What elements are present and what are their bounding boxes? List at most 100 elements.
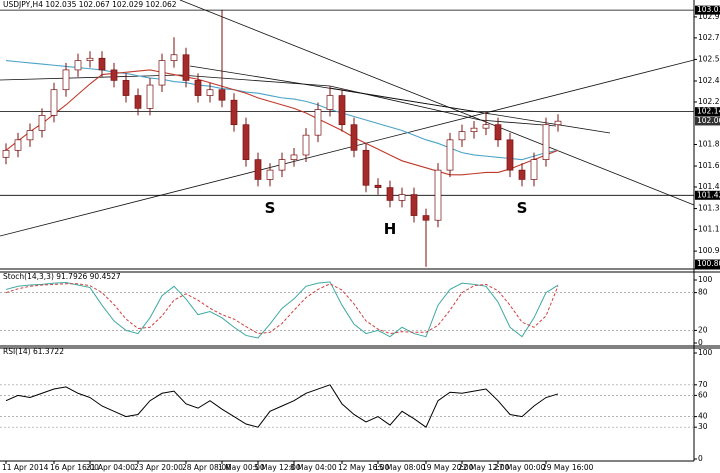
x-tick-label: 22 May 12:00 xyxy=(458,463,510,472)
candle-body xyxy=(122,80,130,96)
x-tick-label: 23 Apr 20:00 xyxy=(134,463,183,472)
candle-body xyxy=(98,57,106,71)
price-label-box xyxy=(695,116,720,126)
candle-body xyxy=(494,124,502,141)
y-tick-label: 0 xyxy=(698,454,703,463)
indicator-line xyxy=(5,283,559,335)
x-tick-label: 5 May 12:00 xyxy=(254,463,301,472)
candle-body xyxy=(554,120,562,126)
candle-body xyxy=(542,124,550,160)
moving-average xyxy=(5,69,559,176)
y-tick-label: 101.130 xyxy=(698,225,720,234)
y-tick-label: 101.675 xyxy=(698,161,720,170)
pattern-label: H xyxy=(384,220,397,238)
price-label: 103.013 xyxy=(697,5,720,14)
price-label: 100.801 xyxy=(697,259,720,268)
x-tick-label: 12 May 16:00 xyxy=(338,463,390,472)
price-label: 102.062 xyxy=(697,116,720,125)
candle-body xyxy=(230,99,238,126)
panel-title: RSI(14) 61.3722 xyxy=(3,347,64,356)
trendline xyxy=(0,59,695,237)
x-tick-label: 15 May 08:00 xyxy=(374,463,426,472)
candle-body xyxy=(518,169,526,180)
candle-body xyxy=(410,194,418,216)
candle-body xyxy=(386,187,394,201)
candle-body xyxy=(422,215,430,221)
price-label: 102.142 xyxy=(697,107,720,116)
x-tick-label: 19 May 20:00 xyxy=(422,463,474,472)
candle-body xyxy=(38,115,46,131)
panel-title: USDJPY,H4 102.035 102.067 102.029 102.06… xyxy=(3,0,177,9)
candle-body xyxy=(206,89,214,96)
candle-body xyxy=(254,159,262,180)
candle-body xyxy=(74,60,82,71)
y-tick-label: 101.495 xyxy=(698,182,720,191)
candle-body xyxy=(266,169,274,180)
candle-body xyxy=(398,194,406,201)
x-tick-label: 27 May 00:00 xyxy=(494,463,546,472)
trendline xyxy=(0,74,557,127)
x-tick-label: 28 Apr 08:00 xyxy=(182,463,231,472)
indicator-line xyxy=(5,384,559,428)
y-tick-label: 80 xyxy=(698,288,708,297)
x-tick-label: 11 Apr 2014 xyxy=(2,463,49,472)
x-tick-label: 1 May 00:00 xyxy=(218,463,265,472)
price-label: 101.424 xyxy=(697,190,720,199)
candle-body xyxy=(50,89,58,116)
y-tick-label: 100 xyxy=(698,275,713,284)
y-tick-label: 0 xyxy=(698,338,703,347)
candle-body xyxy=(242,124,250,160)
candle-body xyxy=(374,184,382,188)
candle-body xyxy=(530,159,538,180)
y-tick-label: 102.405 xyxy=(698,76,720,85)
moving-average xyxy=(5,60,559,161)
candle-body xyxy=(170,54,178,61)
y-tick-label: 40 xyxy=(698,412,708,421)
y-tick-label: 100 xyxy=(698,348,713,357)
y-tick-label: 101.860 xyxy=(698,139,720,148)
candle-body xyxy=(278,159,286,171)
panel-title: Stoch(14,3,3) 91.7926 90.4527 xyxy=(3,272,121,281)
candle-body xyxy=(302,134,310,156)
candle-body xyxy=(26,130,34,141)
candle-body xyxy=(326,95,334,110)
candle-body xyxy=(338,95,346,126)
pattern-label: S xyxy=(265,199,276,217)
candle-body xyxy=(434,169,442,221)
y-tick-label: 101.310 xyxy=(698,204,720,213)
candle-body xyxy=(290,154,298,160)
y-tick-label: 102.955 xyxy=(698,12,720,21)
candle-body xyxy=(482,124,490,129)
candle-body xyxy=(86,57,94,61)
candle-body xyxy=(62,69,70,91)
candle-body xyxy=(446,139,454,171)
candle-body xyxy=(362,149,370,186)
x-tick-label: 21 Apr 04:00 xyxy=(86,463,135,472)
y-tick-label: 60 xyxy=(698,390,708,399)
y-tick-label: 70 xyxy=(698,380,708,389)
price-label-box xyxy=(695,190,720,200)
candle-body xyxy=(110,69,118,81)
candle-body xyxy=(506,139,514,171)
y-tick-label: 30 xyxy=(698,422,708,431)
trendline xyxy=(179,0,695,206)
candle-body xyxy=(350,124,358,151)
x-tick-label: 8 May 04:00 xyxy=(290,463,337,472)
candle-body xyxy=(314,109,322,136)
y-tick-label: 102.775 xyxy=(698,33,720,42)
price-label-box xyxy=(695,5,720,15)
price-label-box xyxy=(695,107,720,117)
candle-body xyxy=(182,54,190,81)
price-label-box xyxy=(695,259,720,269)
candle-body xyxy=(458,131,466,141)
candle-body xyxy=(134,95,142,109)
pattern-label: S xyxy=(517,199,528,217)
y-tick-label: 102.225 xyxy=(698,97,720,106)
candle-body xyxy=(146,84,154,109)
y-tick-label: 100.945 xyxy=(698,246,720,255)
candle-body xyxy=(218,89,226,101)
candle-body xyxy=(158,60,166,86)
